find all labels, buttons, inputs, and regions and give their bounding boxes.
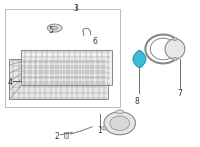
Bar — [5, 9, 120, 107]
FancyBboxPatch shape — [9, 59, 108, 100]
FancyBboxPatch shape — [21, 50, 112, 85]
Ellipse shape — [52, 26, 58, 30]
Ellipse shape — [165, 39, 185, 59]
Ellipse shape — [116, 110, 124, 113]
Text: 2: 2 — [55, 132, 60, 141]
Ellipse shape — [110, 116, 130, 131]
Text: 7: 7 — [177, 89, 182, 98]
Text: 6: 6 — [92, 37, 97, 46]
Text: 5: 5 — [49, 26, 54, 35]
Ellipse shape — [47, 24, 62, 32]
Text: 8: 8 — [134, 97, 139, 106]
Text: 1: 1 — [98, 126, 102, 135]
Text: 4: 4 — [7, 78, 12, 87]
Bar — [64, 132, 68, 138]
Text: 3: 3 — [74, 4, 79, 12]
Ellipse shape — [104, 112, 136, 135]
Ellipse shape — [101, 127, 106, 130]
Ellipse shape — [173, 57, 177, 61]
Polygon shape — [133, 50, 146, 68]
Ellipse shape — [173, 37, 177, 40]
